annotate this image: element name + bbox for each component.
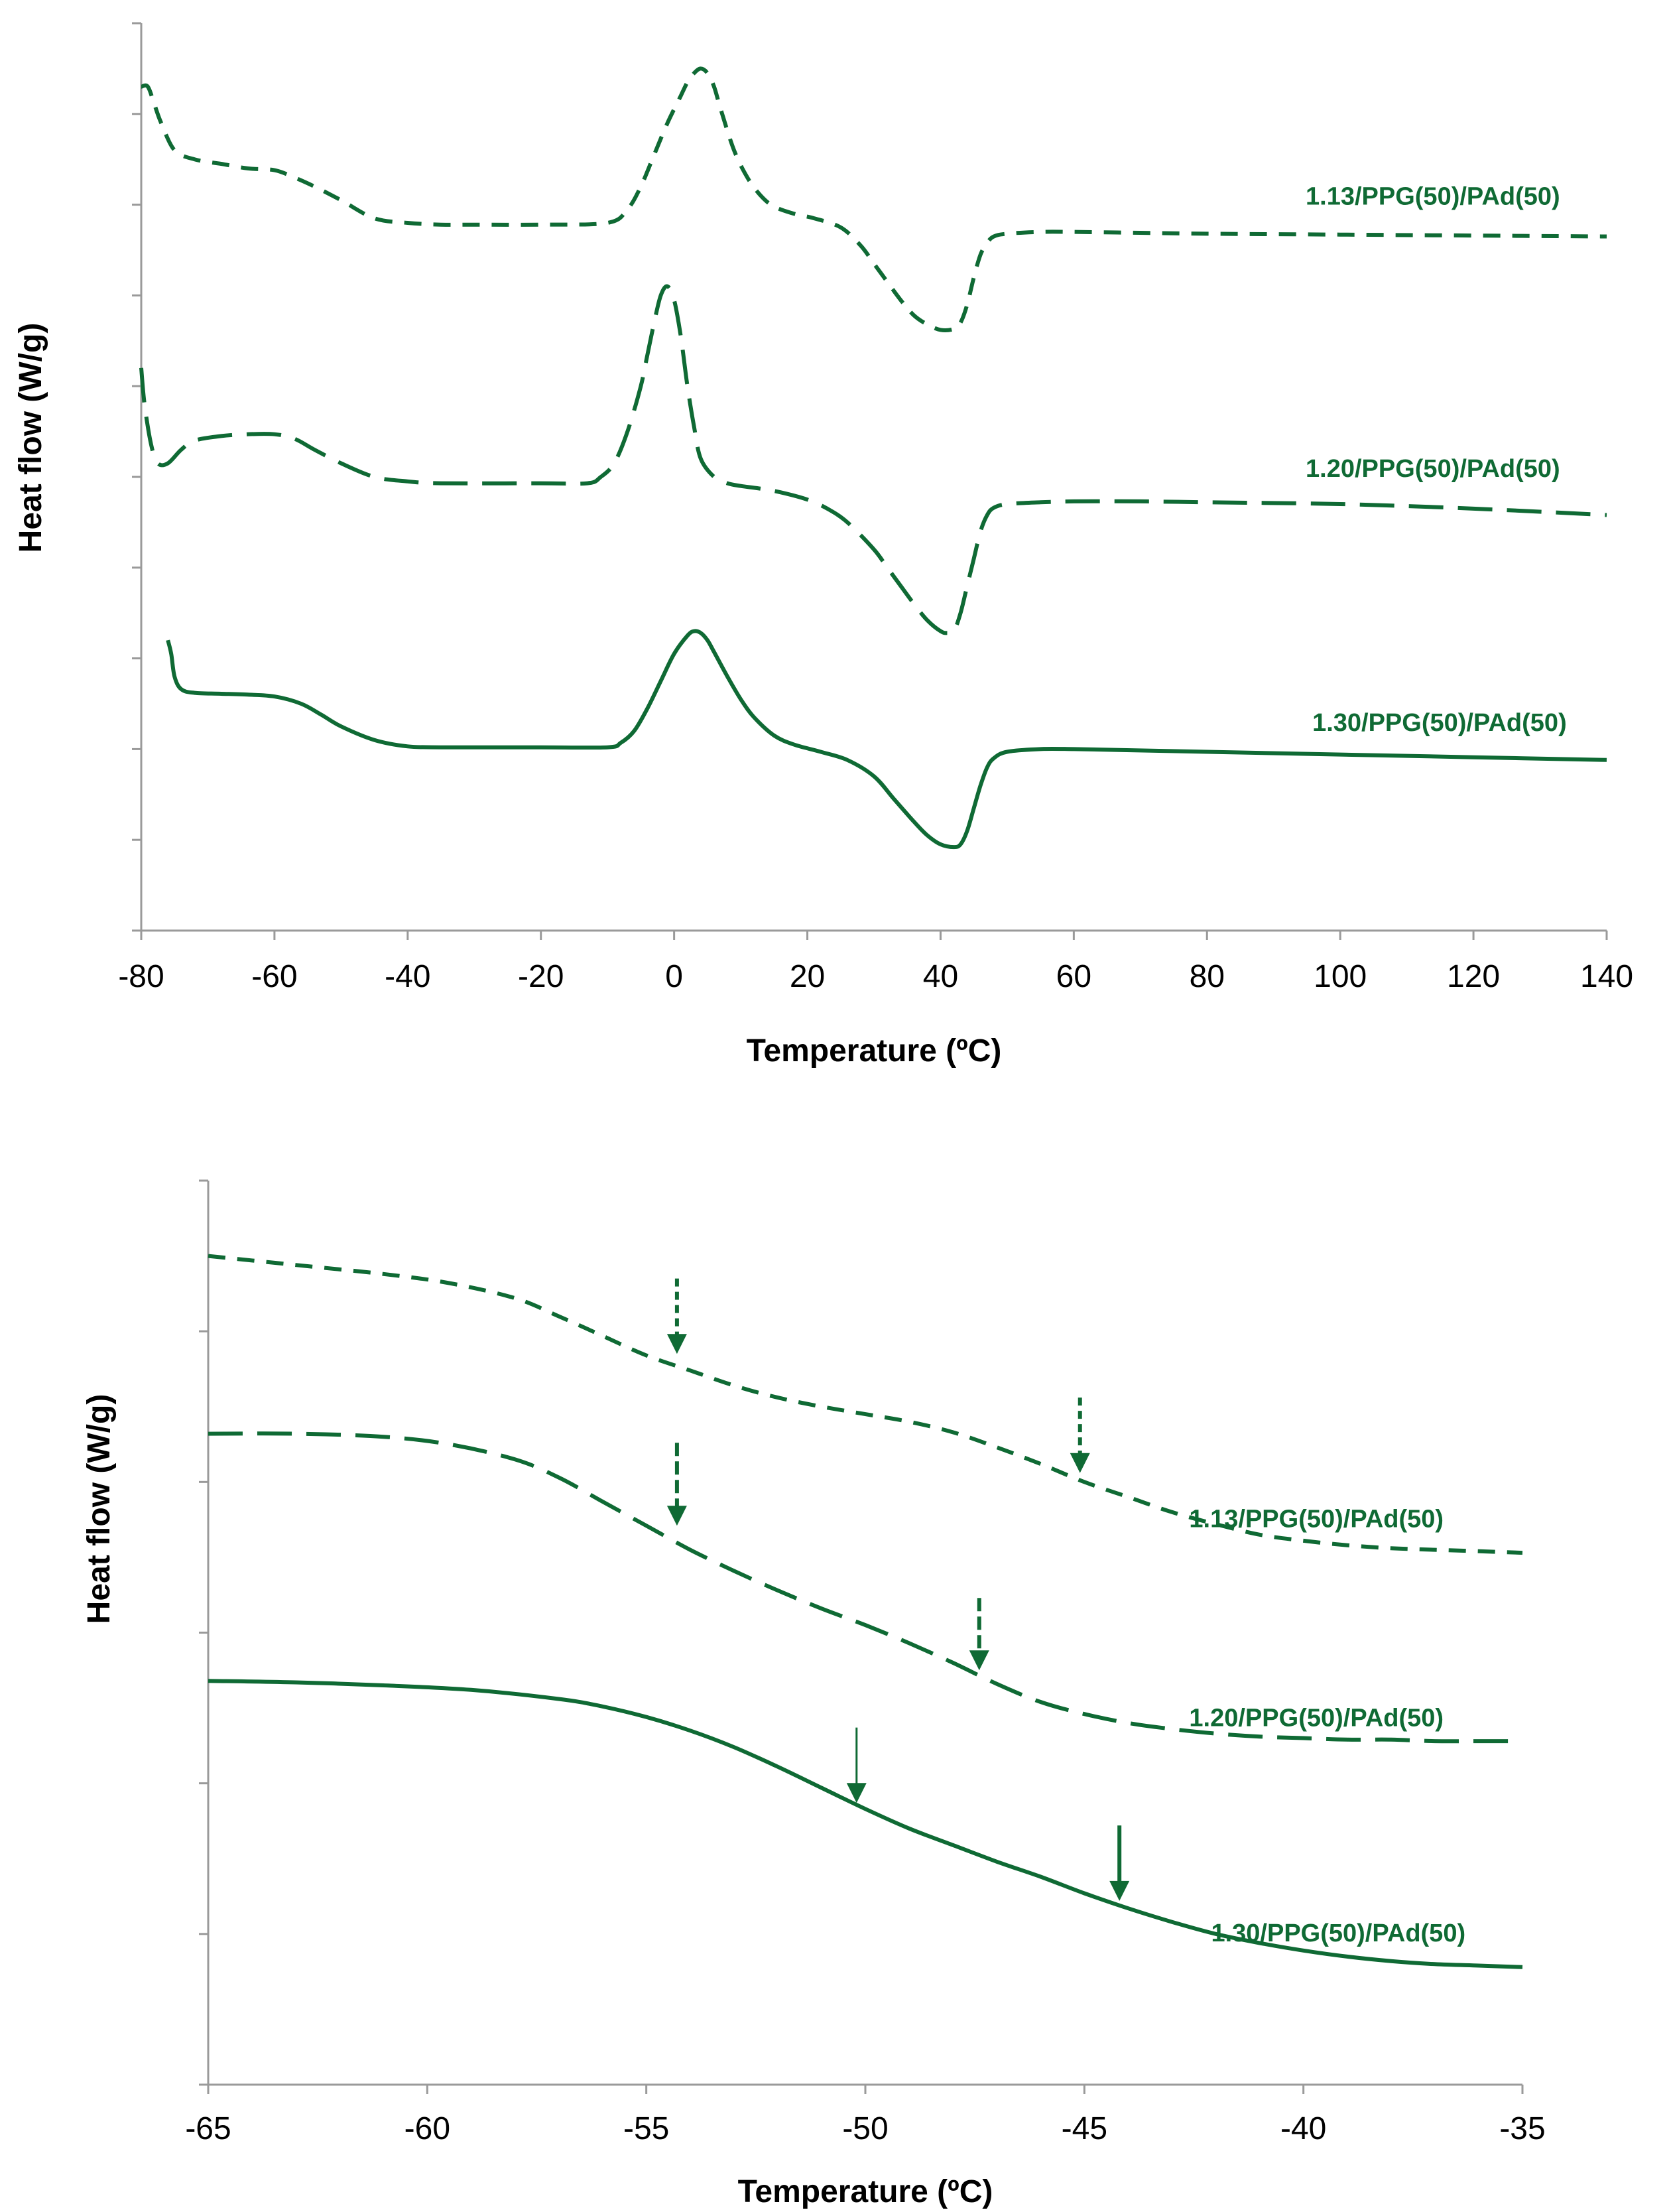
bottom-x-tick-label: -45 [1062,2111,1107,2146]
bottom-tg-arrow [846,1727,867,1803]
bottom-x-tick-label: -35 [1499,2111,1545,2146]
bottom-tg-arrow-head [666,1506,687,1526]
top-x-tick-label: 120 [1447,959,1500,994]
bottom-x-tick-label: -50 [842,2111,888,2146]
bottom-series-label-1-20-ppg-50-pad-50: 1.20/PPG(50)/PAd(50) [1189,1704,1444,1732]
bottom-tg-arrow-head [1109,1880,1130,1901]
chart-top: -80 -60 -40 -20 0 20 40 60 80 100 120 140 Temperatur… [13,22,1633,1069]
top-series-label-1-13-ppg-50-pad-50: 1.13/PPG(50)/PAd(50) [1306,183,1560,211]
bottom-series-1-13-ppg-50-pad-50 [208,1254,1523,1555]
bottom-tg-arrow [666,1278,687,1354]
bottom-series-label-1-30-ppg-50-pad-50: 1.30/PPG(50)/PAd(50) [1211,1919,1465,1947]
top-x-tick-label: -60 [251,959,297,994]
top-x-tick-label: 20 [790,959,825,994]
top-x-tick-label: -20 [518,959,564,994]
bottom-tg-arrow-head [969,1650,989,1671]
top-x-tick-label: -40 [385,959,430,994]
top-y-axis-label: Heat flow (W/g) [13,323,48,553]
bottom-x-tick-label: -65 [185,2111,231,2146]
top-x-tick-label: 140 [1580,959,1633,994]
bottom-x-axis-label: Temperature (ºC) [738,2174,993,2209]
bottom-tg-arrow [666,1443,687,1526]
bottom-series-1-20-ppg-50-pad-50 [208,1431,1510,1744]
top-series-1-30-ppg-50-pad-50 [166,629,1607,850]
bottom-x-tick-label: -55 [623,2111,669,2146]
bottom-series-label-1-13-ppg-50-pad-50: 1.13/PPG(50)/PAd(50) [1189,1505,1444,1533]
bottom-x-tick-label: -40 [1280,2111,1326,2146]
bottom-tg-arrow-head [666,1334,687,1354]
bottom-tg-arrow-head [846,1783,867,1803]
top-x-tick-label: 40 [923,959,958,994]
top-x-tick-label: -80 [118,959,164,994]
bottom-y-axis-label: Heat flow (W/g) [82,1394,117,1624]
top-x-tick-label: 80 [1190,959,1225,994]
bottom-x-tick-label: -60 [404,2111,450,2146]
top-x-tick-label: 100 [1314,959,1367,994]
bottom-tg-arrow [1109,1825,1130,1901]
top-series-1-13-ppg-50-pad-50 [141,66,1607,332]
bottom-tg-arrow-head [1070,1453,1090,1473]
bottom-tg-arrow [969,1598,989,1671]
bottom-tg-arrow [1070,1398,1090,1473]
top-series-label-1-30-ppg-50-pad-50: 1.30/PPG(50)/PAd(50) [1312,709,1567,737]
top-x-axis-label: Temperature (ºC) [747,1033,1002,1069]
top-series-1-20-ppg-50-pad-50 [139,284,1607,635]
top-x-tick-label: 0 [665,959,683,994]
top-series-label-1-20-ppg-50-pad-50: 1.20/PPG(50)/PAd(50) [1306,455,1560,483]
top-x-tick-label: 60 [1056,959,1091,994]
bottom-series-1-30-ppg-50-pad-50 [208,1679,1523,1969]
chart-bottom: -65 -60 -55 -50 -45 -40 -35 Temperature (ºC) Hea… [82,1179,1546,2209]
